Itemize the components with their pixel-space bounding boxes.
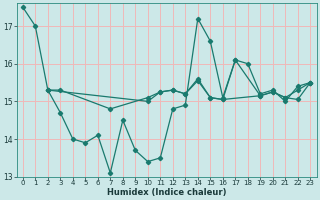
- X-axis label: Humidex (Indice chaleur): Humidex (Indice chaleur): [107, 188, 226, 197]
